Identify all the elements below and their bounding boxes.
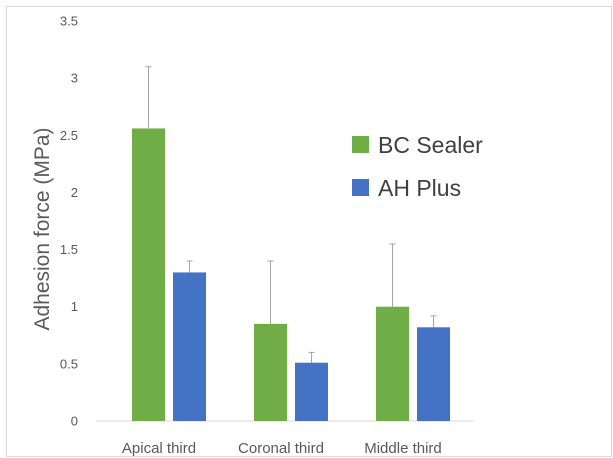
x-category-label: Middle third [364,440,442,457]
bar[interactable] [173,272,206,421]
y-tick-label: 0.5 [60,356,78,371]
y-tick-label: 3 [71,71,78,86]
y-tick-label: 1 [71,299,78,314]
bar[interactable] [254,323,287,421]
y-tick-label: 0 [71,414,78,429]
bar[interactable] [132,128,165,421]
y-tick-label: 2.5 [60,128,78,143]
x-category-label: Apical third [122,440,196,457]
y-tick-label: 3.5 [60,14,78,29]
legend-label: BC Sealer [378,132,483,158]
bar[interactable] [376,306,409,421]
y-tick-label: 1.5 [60,242,78,257]
x-category-label: Coronal third [238,440,324,457]
y-axis-title: Adhesion force (MPa) [31,127,54,330]
bar[interactable] [295,362,328,421]
legend-swatch [352,136,369,153]
legend-label: AH Plus [378,175,461,201]
bar[interactable] [417,327,450,421]
legend-swatch [352,179,369,196]
y-tick-label: 2 [71,185,78,200]
